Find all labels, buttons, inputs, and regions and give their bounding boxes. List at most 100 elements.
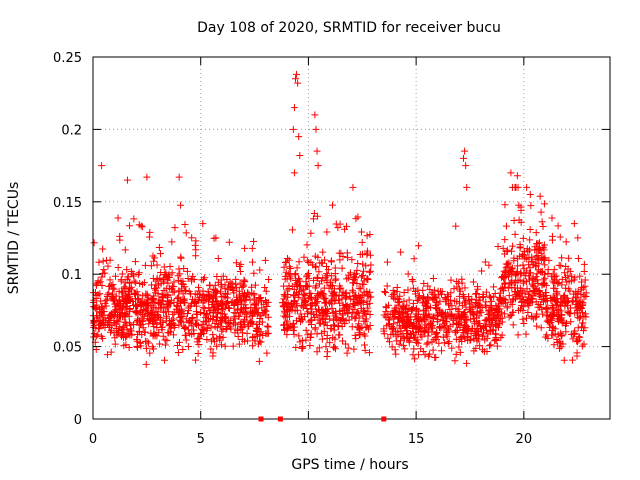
data-point [403, 301, 411, 309]
data-point [228, 279, 236, 287]
data-point [253, 304, 261, 312]
data-point [394, 301, 402, 309]
data-point [573, 293, 581, 301]
data-point [263, 330, 271, 338]
data-point [561, 291, 569, 299]
data-point [192, 246, 200, 254]
data-point [525, 293, 533, 301]
data-point [400, 289, 408, 297]
data-point [166, 320, 174, 328]
data-point [293, 264, 301, 272]
data-point [462, 303, 470, 311]
data-point [545, 318, 553, 326]
data-point [94, 291, 102, 299]
data-point [251, 337, 259, 345]
data-point [444, 339, 452, 347]
data-point [143, 173, 151, 181]
y-axis-label: SRMTID / TECUs [6, 182, 22, 295]
data-point [452, 222, 460, 230]
data-point [479, 293, 487, 301]
data-point [298, 344, 306, 352]
data-point [573, 337, 581, 345]
data-point [316, 312, 324, 320]
data-point [324, 266, 332, 274]
data-point [437, 288, 445, 296]
data-point [364, 304, 372, 312]
data-point [160, 278, 168, 286]
data-point [196, 330, 204, 338]
data-point [358, 280, 366, 288]
data-point [118, 270, 126, 278]
data-point [323, 270, 331, 278]
data-point [234, 312, 242, 320]
data-point [479, 332, 487, 340]
data-point [554, 222, 562, 230]
data-point [282, 259, 290, 267]
data-point [141, 301, 149, 309]
data-point [239, 282, 247, 290]
data-point [239, 329, 247, 337]
data-point [291, 75, 299, 83]
data-point [110, 296, 118, 304]
data-point [213, 342, 221, 350]
data-point [357, 273, 365, 281]
data-point [512, 183, 520, 191]
data-point [465, 296, 473, 304]
data-point [580, 260, 588, 268]
data-point [159, 318, 167, 326]
data-point [243, 329, 251, 337]
data-point [322, 263, 330, 271]
data-point [575, 333, 583, 341]
data-point [283, 303, 291, 311]
data-point [382, 304, 390, 312]
data-point [329, 292, 337, 300]
data-point [488, 319, 496, 327]
data-point [293, 317, 301, 325]
data-point [105, 282, 113, 290]
data-point [407, 331, 415, 339]
data-point [331, 343, 339, 351]
data-point [118, 304, 126, 312]
data-point [218, 299, 226, 307]
data-point [389, 287, 397, 295]
data-point [422, 321, 430, 329]
data-point [193, 321, 201, 329]
data-point [167, 324, 175, 332]
data-point [128, 270, 136, 278]
data-point [538, 218, 546, 226]
data-point [185, 317, 193, 325]
data-point [291, 271, 299, 279]
data-point [323, 334, 331, 342]
data-point [108, 290, 116, 298]
data-point [139, 317, 147, 325]
data-point [117, 332, 125, 340]
data-point [528, 253, 536, 261]
data-point [326, 339, 334, 347]
data-point [142, 360, 150, 368]
data-point [468, 295, 476, 303]
data-point [579, 327, 587, 335]
data-point [298, 337, 306, 345]
data-point [207, 345, 215, 353]
data-point [103, 351, 111, 359]
data-point [146, 316, 154, 324]
data-point [366, 251, 374, 259]
data-point [106, 276, 114, 284]
data-point [186, 302, 194, 310]
data-point [174, 349, 182, 357]
data-point [357, 304, 365, 312]
data-point [161, 356, 169, 364]
data-point [354, 260, 362, 268]
data-point [234, 306, 242, 314]
data-point [512, 278, 520, 286]
data-point [161, 271, 169, 279]
data-point [242, 295, 250, 303]
data-point [328, 201, 336, 209]
data-point [460, 293, 468, 301]
data-point [334, 224, 342, 232]
data-point [116, 232, 124, 240]
data-point [153, 261, 161, 269]
data-point [176, 270, 184, 278]
data-point [574, 254, 582, 262]
data-point [540, 241, 548, 249]
